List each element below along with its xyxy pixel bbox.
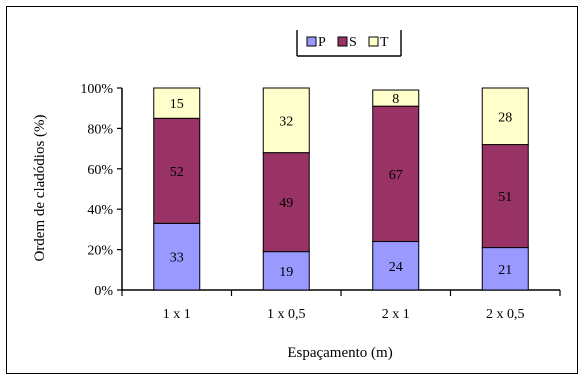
data-label-t-2: 32 xyxy=(279,114,293,129)
bar-t-2 xyxy=(262,87,310,154)
legend-swatch-p xyxy=(306,36,317,47)
data-label-t-3: 8 xyxy=(392,92,399,107)
data-label-t-1: 15 xyxy=(170,97,184,112)
x-tick-label: 1 x 0,5 xyxy=(267,307,306,322)
data-label-s-4: 51 xyxy=(498,190,512,205)
bar-s-1 xyxy=(153,117,201,224)
bars: 33 52 15 19 49 32 24 67 8 21 51 28 xyxy=(153,87,529,291)
bar-p-1 xyxy=(153,222,201,291)
bar-t-4 xyxy=(481,87,529,146)
x-tick-label: 2 x 0,5 xyxy=(486,307,525,322)
y-tick-label: 80% xyxy=(87,122,113,137)
legend-label-s: S xyxy=(349,35,357,50)
data-label-p-4: 21 xyxy=(498,263,512,278)
bar-t-3 xyxy=(372,89,420,107)
x-tick-label: 2 x 1 xyxy=(382,307,410,322)
data-label-s-2: 49 xyxy=(279,196,293,211)
y-tick-label: 20% xyxy=(87,244,113,259)
y-tick-label: 0% xyxy=(94,284,113,299)
bar-p-2 xyxy=(262,251,310,291)
bar-s-2 xyxy=(262,152,310,253)
data-label-p-2: 19 xyxy=(279,265,293,280)
y-axis-label: Ordem de cladódios (%) xyxy=(32,114,48,261)
legend-label-t: T xyxy=(380,35,389,50)
x-axis-label: Espaçamento (m) xyxy=(287,345,392,361)
x-tick-label: 1 x 1 xyxy=(163,307,191,322)
data-label-s-1: 52 xyxy=(170,165,184,180)
data-label-p-1: 33 xyxy=(170,251,184,266)
bar-p-4 xyxy=(481,247,529,291)
data-label-s-3: 67 xyxy=(389,168,403,183)
bar-p-3 xyxy=(372,241,420,291)
y-tick-label: 60% xyxy=(87,163,113,178)
legend-label-p: P xyxy=(318,35,326,50)
data-label-p-3: 24 xyxy=(389,260,403,275)
bar-t-1 xyxy=(153,87,201,119)
data-label-t-4: 28 xyxy=(498,110,512,125)
axes: 0% 20% 40% 60% 80% 100% 1 x 1 1 x 0,5 2 x 1 2 x 0… xyxy=(80,82,561,322)
y-tick-label: 40% xyxy=(87,203,113,218)
bar-s-4 xyxy=(481,144,529,249)
bar-s-3 xyxy=(372,105,420,243)
legend-swatch-s xyxy=(337,36,348,47)
legend-swatch-t xyxy=(368,36,379,47)
y-tick-label: 100% xyxy=(80,82,113,97)
